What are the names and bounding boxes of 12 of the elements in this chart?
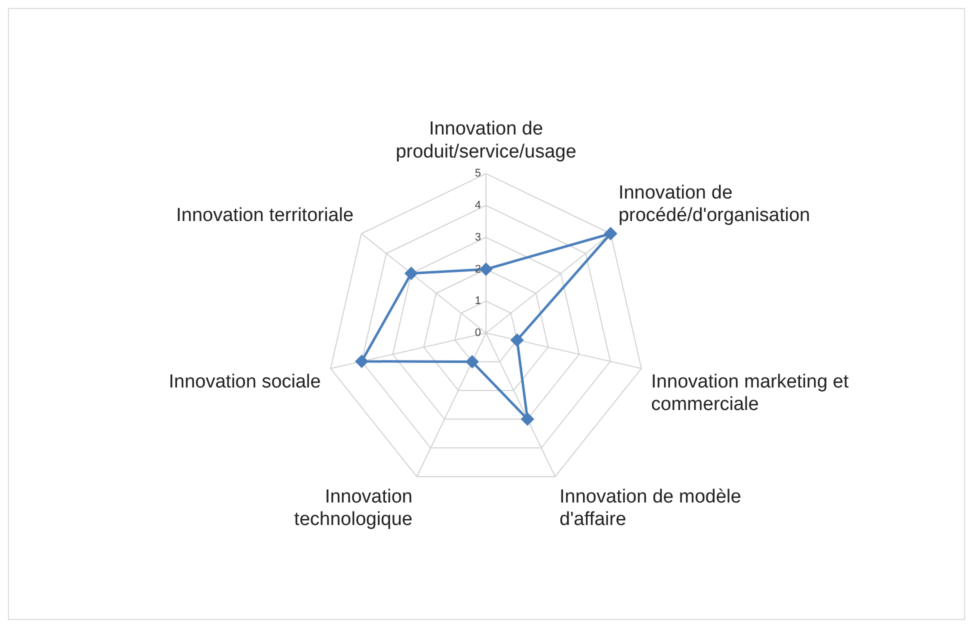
y-tick-label: 1 bbox=[474, 295, 481, 308]
y-tick-label: 0 bbox=[474, 327, 481, 340]
spoke-label: Innovation de modèle d'affaire bbox=[560, 486, 742, 530]
y-tick-label: 5 bbox=[474, 168, 481, 180]
spoke-label: Innovation de produit/service/usage bbox=[396, 118, 576, 162]
spoke-label: Innovation marketing et commerciale bbox=[651, 371, 850, 416]
y-tick-label: 3 bbox=[474, 231, 481, 244]
spoke-label: Innovation sociale bbox=[168, 371, 321, 392]
spoke-label: Innovation technologique bbox=[294, 486, 412, 530]
spoke-label: Innovation de procédé/d'organisation bbox=[618, 182, 810, 226]
spoke-label: Innovation territoriale bbox=[176, 205, 354, 226]
y-tick-label: 4 bbox=[474, 200, 481, 212]
